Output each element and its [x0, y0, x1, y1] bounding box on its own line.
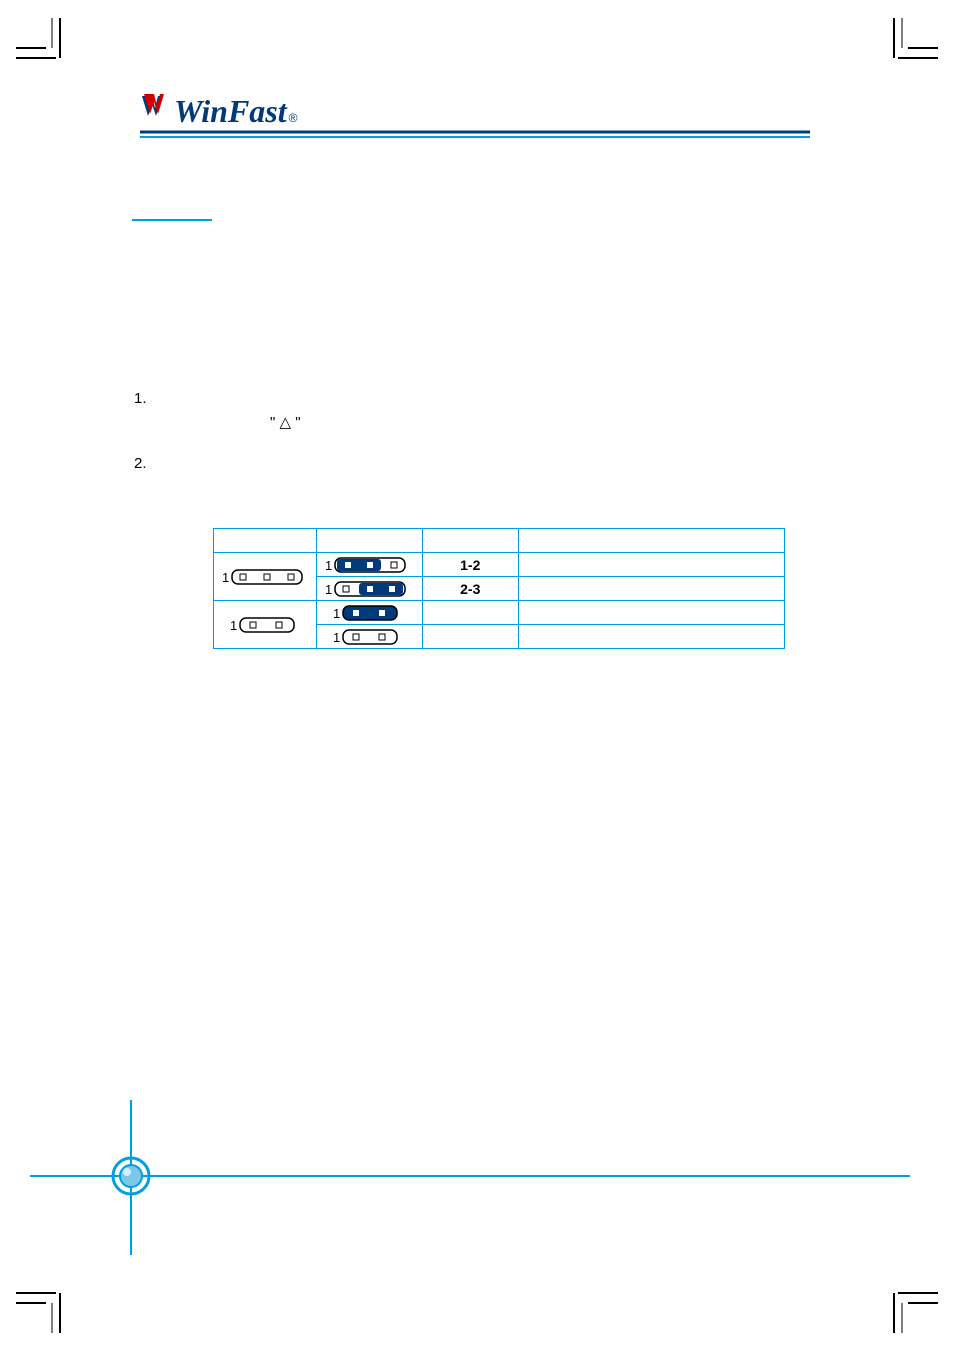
svg-text:1: 1: [222, 570, 229, 585]
crop-mark-tr: [888, 18, 938, 68]
brand-registered-icon: ®: [289, 111, 298, 125]
jumper-table: 1 1 1-2 1: [213, 528, 785, 649]
brand-logo-icon: [140, 92, 170, 122]
jumper-type-3pin: 1: [214, 553, 317, 601]
jumper-2pin-open-icon: 1: [317, 625, 423, 649]
jumper-2pin-icon: 1: [220, 614, 310, 636]
jumper-3pin-open-icon: 1: [220, 566, 310, 588]
crop-mark-tl: [16, 18, 66, 68]
brand-name: WinFast: [174, 93, 287, 130]
header-rule: [140, 127, 810, 145]
crop-mark-br: [888, 1283, 938, 1333]
jumper-type-2pin: 1: [214, 601, 317, 649]
table-header-row: [214, 529, 785, 553]
list-item-1: 1.: [134, 390, 147, 407]
svg-text:1: 1: [333, 630, 340, 645]
svg-text:1: 1: [325, 582, 332, 597]
table-row: 1 1: [214, 601, 785, 625]
jumper-desc-open: [422, 625, 518, 649]
jumper-desc-23: 2-3: [422, 577, 518, 601]
svg-text:1: 1: [333, 606, 340, 621]
jumper-desc-12: 1-2: [422, 553, 518, 577]
list-item-2: 2.: [134, 455, 147, 472]
jumper-2pin-closed-icon: 1: [317, 601, 423, 625]
jumper-desc-closed: [422, 601, 518, 625]
registration-bullseye-icon: [110, 1155, 152, 1202]
jumper-3pin-12-icon: 1: [317, 553, 423, 577]
svg-text:1: 1: [325, 558, 332, 573]
brand-header: WinFast ®: [140, 92, 297, 130]
triangle-note: " △ ": [270, 413, 301, 431]
footer-horizontal-rule: [30, 1175, 910, 1177]
svg-text:1: 1: [230, 618, 237, 633]
section-underline: [132, 219, 212, 221]
crop-mark-bl: [16, 1283, 66, 1333]
table-row: 1 1 1-2: [214, 553, 785, 577]
jumper-3pin-23-icon: 1: [317, 577, 423, 601]
